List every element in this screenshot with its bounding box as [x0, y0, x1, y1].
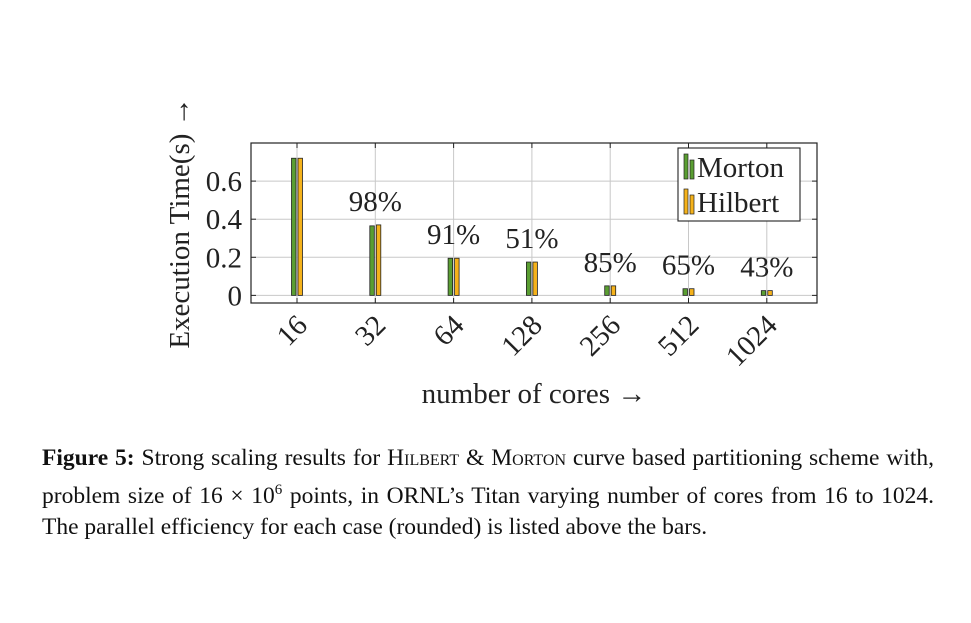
bar-morton-32 [369, 225, 375, 296]
caption-label: Figure 5: [42, 445, 135, 471]
efficiency-label: 85% [584, 247, 637, 279]
caption-hilbert: Hilbert [387, 445, 460, 471]
efficiency-label: 43% [740, 252, 793, 284]
caption-text-1: Strong scaling results for [134, 445, 388, 471]
bar-chart: 98% 91% 51% 85% 65% 43% 0 0.2 0.4 0.6 16 32 64 128 256… [164, 97, 818, 410]
legend-label-hilbert: Hilbert [697, 187, 779, 219]
efficiency-label: 91% [427, 219, 480, 251]
bar-morton-16 [291, 157, 297, 296]
bar-hilbert-128 [532, 261, 538, 296]
x-axis-label: number of cores → [422, 378, 647, 410]
bar-morton-1024 [760, 290, 767, 296]
x-tick-label: 128 [495, 309, 548, 362]
efficiency-label: 51% [505, 223, 558, 255]
bar-hilbert-32 [375, 224, 382, 296]
bar-morton-64 [447, 257, 454, 296]
bar-hilbert-16 [297, 157, 303, 296]
legend-swatch-morton [683, 153, 689, 180]
bar-morton-256 [604, 285, 610, 296]
efficiency-label: 65% [662, 250, 715, 282]
x-tick-label: 16 [271, 309, 314, 352]
legend-label-morton: Morton [697, 152, 785, 184]
x-tick-label: 64 [427, 309, 470, 352]
bar-hilbert-256 [610, 285, 617, 296]
legend-swatch-morton [689, 159, 695, 180]
bar-hilbert-1024 [767, 290, 773, 296]
bar-morton-128 [526, 261, 532, 296]
caption-text-2: & [459, 445, 492, 471]
figure-caption: Figure 5: Strong scaling results for Hil… [42, 443, 934, 543]
y-tick-label: 0 [228, 280, 243, 312]
legend-box [677, 147, 801, 222]
bar-hilbert-512 [689, 288, 695, 296]
x-tick-label: 32 [349, 309, 392, 352]
bar-hilbert-64 [454, 257, 460, 296]
y-tick-label: 0.4 [206, 204, 243, 236]
caption-morton: Morton [491, 445, 567, 471]
chart-figure: 98% 91% 51% 85% 65% 43% 0 0.2 0.4 0.6 16 32 64 128 256… [164, 97, 818, 410]
bar-morton-512 [682, 288, 688, 296]
efficiency-label: 98% [349, 186, 402, 218]
y-tick-label: 0.6 [206, 166, 242, 198]
legend-swatch-hilbert [689, 194, 695, 215]
legend-swatch-hilbert [683, 188, 689, 215]
x-tick-label: 1024 [720, 309, 784, 373]
caption-text-3: curve based partitioning scheme with, pr… [42, 445, 934, 509]
x-tick-label: 256 [574, 309, 627, 362]
x-tick-label: 512 [652, 309, 705, 362]
caption-exponent: 6 [274, 481, 283, 498]
caption-text-4: points, in ORNL’s Titan varying number o… [42, 482, 934, 540]
y-axis-label: Execution Time(s) → [164, 97, 196, 348]
plot-frame [250, 142, 818, 304]
y-tick-label: 0.2 [206, 242, 242, 274]
